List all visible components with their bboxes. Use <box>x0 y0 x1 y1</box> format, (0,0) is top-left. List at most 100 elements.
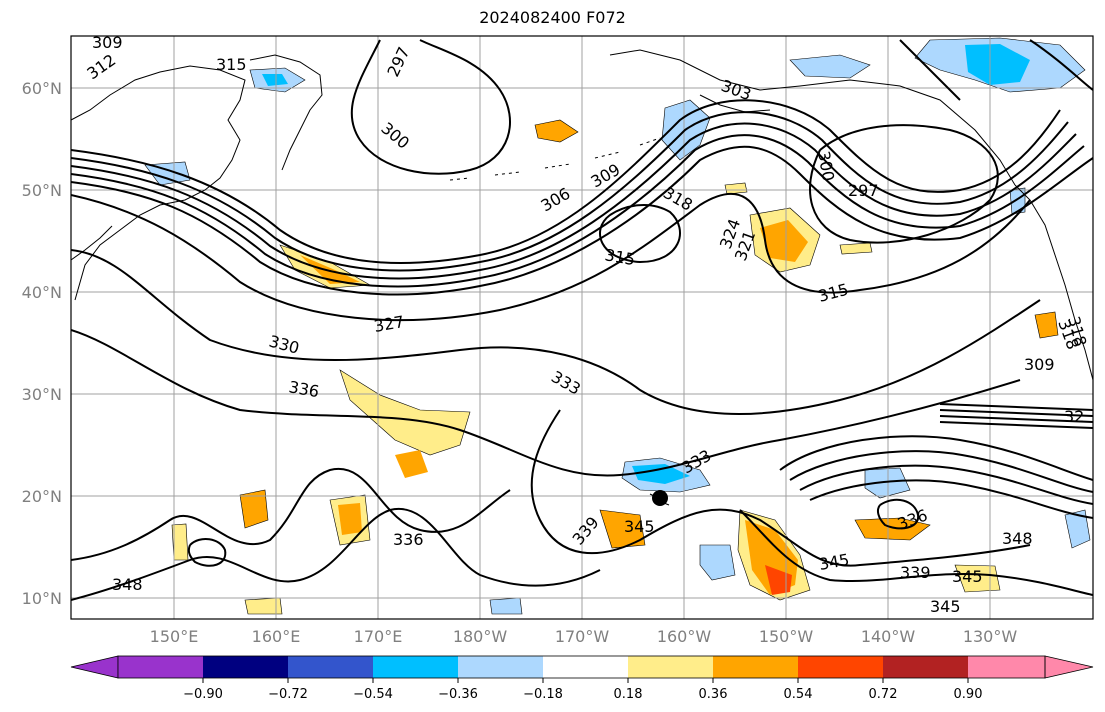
negative-anomaly-area <box>632 464 690 484</box>
contour-label: 339 <box>569 513 603 549</box>
positive-anomaly-area <box>760 220 808 262</box>
lon-tick-label: 170°W <box>555 627 610 646</box>
positive-anomaly-area <box>765 565 792 595</box>
asia-coastline <box>71 65 246 301</box>
contour-line <box>187 538 227 567</box>
positive-anomaly-area <box>244 597 283 615</box>
contour-lines <box>71 39 1093 601</box>
colorbar-over-extension <box>1044 655 1094 679</box>
colorbar-frame <box>117 655 1046 679</box>
positive-anomaly-area <box>839 242 873 255</box>
colorbar-ticks <box>202 678 969 683</box>
contour-label: 336 <box>393 530 424 549</box>
contour-line <box>899 39 1093 101</box>
coastlines <box>71 49 1093 506</box>
contour-line <box>779 435 1093 481</box>
positive-anomaly-area <box>395 450 428 478</box>
negative-anomaly-area <box>1009 187 1026 215</box>
positive-anomaly-area <box>339 369 471 456</box>
colorbar-under-extension <box>70 655 119 679</box>
lon-tick-label: 170°E <box>354 627 403 646</box>
contour-line <box>809 479 1093 519</box>
hawaii-marker <box>652 490 668 506</box>
contour-line <box>799 464 1093 505</box>
lon-tick-label: 160°E <box>252 627 301 646</box>
contour-line <box>350 39 511 175</box>
contour-label: 303 <box>719 76 754 104</box>
contour-line <box>71 329 1021 477</box>
alaska-peninsula-coastline <box>699 94 771 113</box>
japan-coastline <box>71 225 113 261</box>
lon-tick-label: 140°W <box>861 627 916 646</box>
contour-line <box>71 122 1077 280</box>
contour-line <box>939 403 1093 429</box>
contour-label: 315 <box>216 55 247 74</box>
lon-tick-label: 160°W <box>657 627 712 646</box>
lat-tick-label: 10°N <box>22 589 62 608</box>
contour-label: 345 <box>952 567 983 586</box>
lat-tick-label: 50°N <box>22 181 62 200</box>
contour-label: 336 <box>895 505 930 533</box>
positive-anomaly-area <box>854 517 931 541</box>
positive-anomaly-area <box>239 489 269 529</box>
colorbar-tick-label: 0.36 <box>699 687 728 702</box>
contour-label: 315 <box>603 245 636 269</box>
contour-label: 309 <box>92 33 123 52</box>
positive-anomaly-area <box>534 119 579 143</box>
colorbar-segment <box>968 656 1045 678</box>
contour-label: 32 <box>1064 407 1084 426</box>
contour-line <box>739 509 1093 596</box>
positive-anomaly-area <box>599 509 646 549</box>
contour-line <box>71 507 601 601</box>
colorbar-tick-label: −0.90 <box>183 687 223 702</box>
map-title: 2024082400 F072 <box>479 8 626 27</box>
contour-label: 345 <box>817 550 850 574</box>
colorbar-tick-label: 0.18 <box>614 687 643 702</box>
contour-label: 297 <box>383 44 413 80</box>
contour-line <box>71 467 511 561</box>
negative-anomaly-area <box>1064 509 1091 549</box>
north-america-west-coastline <box>1014 184 1093 381</box>
colorbar-tick-label: 0.90 <box>954 687 983 702</box>
negative-anomaly-area <box>262 74 288 86</box>
contour-line <box>530 409 1031 567</box>
colorbar-segment <box>798 656 883 678</box>
contour-line <box>809 124 999 244</box>
contour-label: 306 <box>538 184 574 216</box>
contour-label: 300 <box>814 149 838 182</box>
contour-label: 348 <box>1002 529 1033 548</box>
colorbar-tick-label: −0.54 <box>353 687 393 702</box>
positive-anomaly-area <box>300 255 360 284</box>
colorbar-segment <box>373 656 458 678</box>
colorbar-segment <box>118 656 203 678</box>
lat-tick-label: 40°N <box>22 283 62 302</box>
colorbar-tick-label: −0.36 <box>438 687 478 702</box>
lon-tick-label: 180°W <box>453 627 508 646</box>
colorbar-segment <box>288 656 373 678</box>
contour-line <box>71 99 1061 264</box>
aleutian-islands <box>449 137 661 181</box>
colorbar-segment <box>713 656 798 678</box>
shaded-field-layer <box>144 37 1091 615</box>
colorbar: −0.90 −0.72 −0.54 −0.36 −0.18 0.18 0.36 … <box>70 655 1094 702</box>
positive-anomaly-area <box>724 182 748 195</box>
contour-label: 297 <box>848 181 879 200</box>
colorbar-tick-label: 0.72 <box>869 687 898 702</box>
contour-line <box>876 498 920 530</box>
contour-label: 345 <box>930 597 961 616</box>
contour-label: 330 <box>267 332 301 358</box>
contour-label: 348 <box>112 575 143 594</box>
contour-label: 345 <box>624 517 655 536</box>
negative-anomaly-area <box>789 54 871 79</box>
negative-anomaly-area <box>699 544 736 581</box>
contour-label: 300 <box>377 119 413 153</box>
colorbar-segment <box>628 656 713 678</box>
map-frame <box>70 35 1094 620</box>
colorbar-tick-label: 0.54 <box>784 687 813 702</box>
lon-tick-label: 130°W <box>963 627 1018 646</box>
lat-tick-label: 60°N <box>22 79 62 98</box>
contour-label: 327 <box>372 312 405 336</box>
negative-anomaly-area <box>965 44 1030 85</box>
positive-anomaly-area <box>1034 311 1059 339</box>
